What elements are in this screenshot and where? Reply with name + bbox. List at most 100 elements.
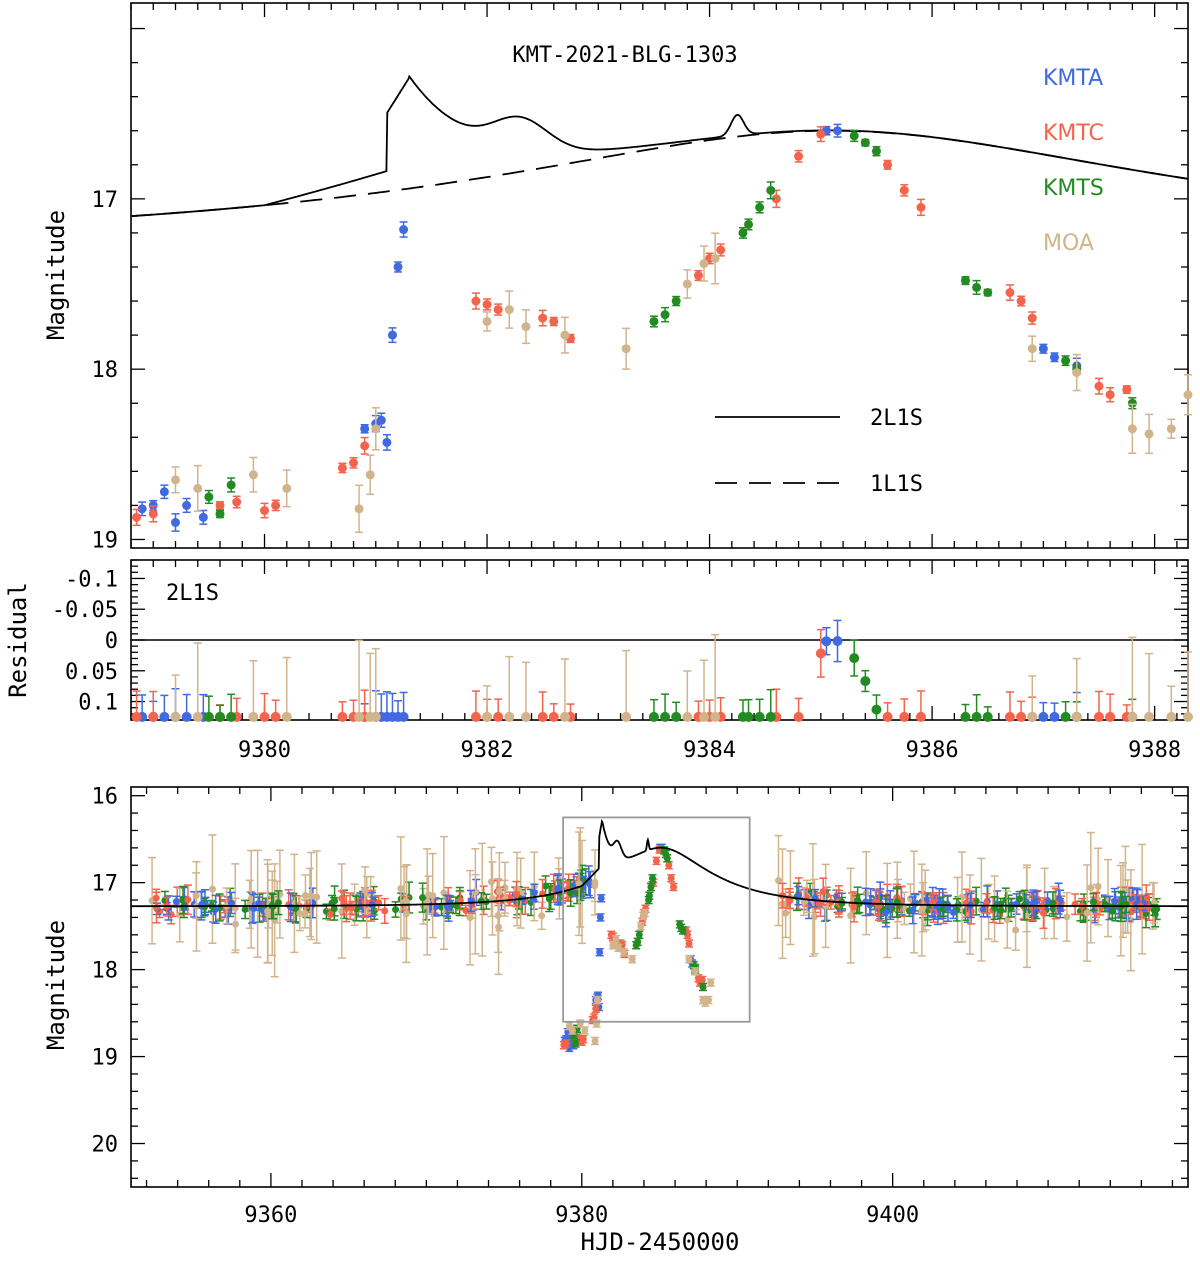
residual-point-kmta <box>159 694 170 722</box>
residual-point-kmts <box>849 639 860 677</box>
top-tick-labels: 17 18 19 <box>92 188 119 554</box>
data-point-moa <box>282 469 292 508</box>
residual-y-tick-label: 0.1 <box>78 691 118 716</box>
data-point-moa <box>593 995 602 1005</box>
residual-point-kmts <box>203 695 214 722</box>
data-point-kmtc <box>183 884 192 916</box>
data-point-moa <box>580 1026 589 1035</box>
data-point-kmtc <box>260 502 270 519</box>
residual-point-kmta <box>832 619 843 663</box>
data-point-moa <box>628 954 637 964</box>
data-point-kmtc <box>1016 295 1026 307</box>
residual-point-moa <box>621 649 632 722</box>
data-point-kmtc <box>669 882 678 892</box>
data-point-kmts <box>755 201 765 214</box>
data-point-kmts <box>646 882 655 892</box>
data-point-moa <box>1062 891 1071 942</box>
data-point-kmta <box>553 873 562 904</box>
data-point-moa <box>1072 353 1082 392</box>
residual-point-kmta <box>398 691 409 722</box>
model-2l1s-curve <box>131 818 1188 908</box>
x-tick-label: 9384 <box>683 738 736 763</box>
data-point-kmta <box>159 484 169 500</box>
residual-point-kmtc <box>1016 700 1027 722</box>
data-point-kmts <box>960 276 970 286</box>
data-point-moa <box>685 954 694 964</box>
y-tick-label: 18 <box>92 358 119 383</box>
residual-data-points <box>131 619 1193 722</box>
bottom-data-points <box>148 827 1161 1053</box>
residual-point-moa <box>482 685 493 722</box>
residual-point-kmtc <box>915 690 926 722</box>
top-panel-frame <box>130 2 1189 549</box>
data-point-kmts <box>207 899 216 912</box>
data-point-kmts <box>849 129 859 143</box>
data-point-moa <box>396 836 405 941</box>
data-point-moa <box>636 921 645 931</box>
residual-point-kmtc <box>259 692 270 722</box>
data-point-kmtc <box>337 462 347 474</box>
data-point-kmta <box>597 894 606 903</box>
data-point-kmta <box>393 261 403 273</box>
residual-y-tick-label: 0 <box>105 629 118 654</box>
y-tick-label: 19 <box>92 1046 119 1071</box>
data-point-kmta <box>171 513 181 532</box>
data-point-kmta <box>1049 352 1059 363</box>
residual-point-kmts <box>982 706 993 722</box>
legend-kmta: KMTA <box>1043 66 1103 91</box>
data-point-kmts <box>972 279 982 295</box>
data-point-moa <box>300 898 309 929</box>
data-point-moa <box>1003 890 1012 949</box>
data-point-kmtc <box>512 880 521 908</box>
x-tick-label: 9382 <box>461 738 514 763</box>
data-point-moa <box>699 245 709 282</box>
data-point-moa <box>575 831 584 937</box>
data-point-kmts <box>660 306 670 323</box>
y-tick-label: 18 <box>92 959 119 984</box>
data-point-moa <box>1050 885 1059 940</box>
data-point-kmtc <box>1122 385 1132 395</box>
data-point-kmtc <box>850 891 859 923</box>
residual-point-kmts <box>743 698 754 722</box>
residual-point-moa <box>1183 651 1193 722</box>
data-point-kmts <box>645 891 654 900</box>
residual-point-kmtc <box>131 690 142 722</box>
data-point-kmtc <box>482 298 492 311</box>
data-point-kmta <box>182 497 192 514</box>
residual-point-moa <box>170 674 181 722</box>
residual-y-axis-label: Residual <box>4 582 32 698</box>
data-point-kmta <box>943 894 952 922</box>
data-point-moa <box>365 454 375 496</box>
data-point-moa <box>248 456 258 493</box>
data-point-moa <box>614 943 623 953</box>
data-point-kmtc <box>698 975 707 985</box>
residual-y-tick-label: -0.1 <box>65 567 118 592</box>
residual-point-moa <box>710 633 721 722</box>
data-point-kmts <box>860 138 870 148</box>
residual-point-kmtc <box>470 690 481 722</box>
data-point-moa <box>1127 403 1137 455</box>
data-point-kmtc <box>591 1004 600 1013</box>
data-point-moa <box>958 851 967 943</box>
bottom-tick-marks <box>131 787 1188 1187</box>
data-point-moa <box>171 466 181 494</box>
data-point-kmtc <box>215 500 225 510</box>
residual-point-kmts <box>226 693 237 722</box>
data-point-moa <box>495 851 504 932</box>
residual-point-kmtc <box>815 628 826 678</box>
residual-point-moa <box>192 642 203 722</box>
legend-kmtc: KMTC <box>1043 121 1104 146</box>
data-point-kmtc <box>471 292 481 310</box>
data-point-kmts <box>738 226 748 239</box>
y-tick-label: 17 <box>92 872 119 897</box>
data-point-moa <box>537 901 546 931</box>
data-point-moa <box>704 995 713 1005</box>
data-point-moa <box>487 846 496 918</box>
residual-point-kmts <box>754 698 765 722</box>
residual-tick-labels: 9380 9382 9384 9386 9388 0.1 0.05 0 -0.05 -0.1 <box>52 567 1181 763</box>
data-point-kmtc <box>538 309 548 327</box>
data-point-moa <box>611 934 620 944</box>
data-point-moa <box>521 309 531 345</box>
bottom-x-axis-label: HJD-2450000 <box>581 1228 740 1256</box>
